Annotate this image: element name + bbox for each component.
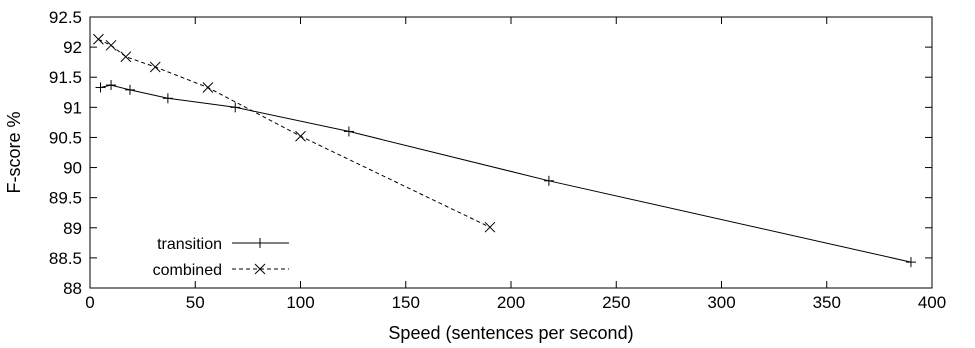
transition-point [343,126,354,137]
series-transition [95,80,916,268]
y-tick-label: 91.5 [49,68,82,87]
transition-point [162,93,173,104]
y-tick-label: 89.5 [49,189,82,208]
axes: 0 50 100 150 200 250 300 350 400 88 88.5 89 89.5 90 90… [49,8,946,312]
y-tick-label: 89 [63,219,82,238]
legend-transition-point [255,238,265,248]
series-line-combined [98,38,491,228]
x-tick-label: 100 [286,293,314,312]
y-tick-label: 92.5 [49,8,82,27]
transition-point [106,80,117,91]
legend-combined-point [254,263,266,275]
transition-point [230,102,241,113]
combined-point [120,51,132,63]
legend-label: combined [153,262,222,279]
transition-point [95,82,106,93]
x-tick-label: 0 [85,293,94,312]
legend-item-combined: combined [153,262,289,279]
plot-area [93,33,916,268]
y-tick-label: 88 [63,279,82,298]
x-tick-label: 300 [707,293,735,312]
legend-item-transition: transition [157,236,289,253]
x-tick-label: 150 [392,293,420,312]
combined-point [295,130,306,142]
y-tick-label: 90.5 [49,128,82,147]
x-tick-label: 50 [186,293,205,312]
x-tick-label: 200 [497,293,525,312]
x-tick-label: 400 [918,293,946,312]
transition-point [124,84,135,95]
x-tick-label: 350 [813,293,841,312]
series-line-transition [100,84,912,263]
combined-point [93,33,104,45]
y-tick-label: 90 [63,159,82,178]
combined-point [484,221,496,233]
legend-label: transition [157,236,222,253]
combined-point [202,82,214,93]
y-axis-title: F-score % [4,111,24,193]
y-tick-label: 92 [63,38,82,57]
legend: transition combined [153,236,289,279]
y-tick-label: 88.5 [49,249,82,268]
y-tick-label: 91 [63,98,82,117]
x-tick-label: 250 [602,293,630,312]
transition-point [543,175,554,186]
combined-point [105,39,117,51]
series-combined [93,33,496,233]
combined-point [149,61,161,73]
x-axis-title: Speed (sentences per second) [388,323,633,343]
transition-point [905,257,916,268]
